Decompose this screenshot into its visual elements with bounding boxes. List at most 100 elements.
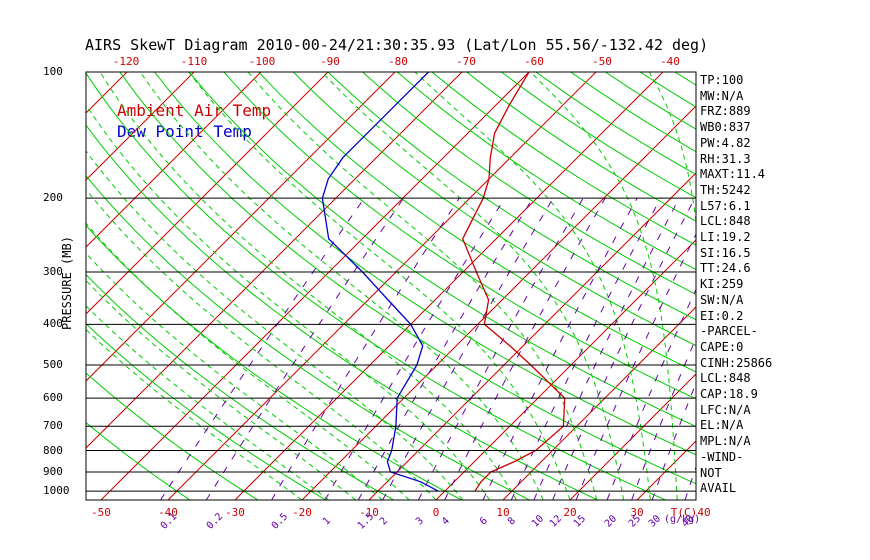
mixing-ratio-line <box>444 197 606 500</box>
pressure-tick-label: 100 <box>43 65 63 78</box>
index-item: NOT <box>700 465 722 480</box>
temp-tick-label-bottom: -40 <box>158 506 178 519</box>
pressure-tick-label: 800 <box>43 443 63 457</box>
index-item: SW:N/A <box>700 292 744 307</box>
index-item: SI:16.5 <box>700 245 751 260</box>
dry-adiabat-line <box>501 72 696 199</box>
plot-frame <box>85 71 697 501</box>
moist-adiabat-line <box>99 72 517 500</box>
mixing-ratio-line <box>482 197 638 500</box>
dry-adiabat-line <box>86 372 259 500</box>
temp-tick-label-top: -50 <box>592 55 612 68</box>
isotherm-line <box>86 72 262 248</box>
index-item: LFC:N/A <box>700 402 751 417</box>
pressure-tick-label: 700 <box>43 419 63 433</box>
mixing-ratio-line <box>651 381 696 500</box>
dry-adiabat-line <box>86 224 462 500</box>
index-item: RH:31.3 <box>700 151 751 166</box>
moist-adiabat-line <box>530 72 678 500</box>
isotherm-line <box>301 105 696 500</box>
dry-adiabat-line <box>86 124 598 500</box>
dry-adiabat-line <box>86 72 666 500</box>
dry-adiabat-line <box>431 72 696 246</box>
isotherm-line <box>167 72 597 500</box>
index-item: MW:N/A <box>700 88 744 103</box>
isotherm-line <box>86 72 463 449</box>
mixing-ratio-line <box>631 337 696 500</box>
index-item: KI:259 <box>700 277 744 292</box>
moist-adiabat-line <box>86 188 437 500</box>
index-item: EI:0.2 <box>700 308 744 323</box>
temp-tick-label-bottom: 10 <box>496 506 510 519</box>
isotherm-line <box>86 72 329 315</box>
isotherm-line <box>86 72 195 181</box>
index-item: LCL:848 <box>700 214 751 229</box>
temp-tick-label-top: -120 <box>112 55 140 68</box>
dry-adiabat-line <box>188 72 696 428</box>
temp-tick-label-bottom: -20 <box>292 506 312 519</box>
isotherm-line <box>435 239 696 500</box>
legend-air-temp: Ambient Air Temp <box>117 101 272 120</box>
dry-adiabat-line <box>639 72 696 108</box>
index-item: L57:6.1 <box>700 198 751 213</box>
index-item: CINH:25866 <box>700 355 773 370</box>
index-item: WB0:837 <box>700 120 751 135</box>
moist-adiabat-line <box>86 104 491 500</box>
moist-adiabat-line <box>414 72 651 500</box>
moist-adiabat-line <box>188 72 571 500</box>
temp-unit-label: T(C) <box>670 506 698 519</box>
isotherm-line <box>636 440 696 500</box>
moist-adiabat-line <box>86 252 383 500</box>
pressure-tick-label: 500 <box>43 357 63 371</box>
temp-tick-label-bottom: -30 <box>225 506 245 519</box>
pressure-tick-label: 600 <box>43 391 63 405</box>
dry-adiabat-line <box>292 72 696 347</box>
isotherm-line <box>502 306 696 500</box>
moist-adiabat-line <box>86 222 410 500</box>
dry-adiabat-line <box>86 422 191 500</box>
isotherm-line <box>771 72 870 500</box>
index-item: TH:5242 <box>700 182 751 197</box>
pressure-tick-label: 400 <box>43 317 63 331</box>
mixing-ratio-line <box>271 197 460 500</box>
index-item: -WIND- <box>700 449 744 464</box>
temp-tick-label-top: -60 <box>524 55 544 68</box>
moist-adiabat-line <box>86 150 464 500</box>
dry-adiabat-line <box>258 72 696 373</box>
dry-adiabat-line <box>396 72 696 271</box>
pressure-tick-label: 200 <box>43 191 63 205</box>
temp-tick-label-bottom: 30 <box>630 506 644 519</box>
index-item: TP:100 <box>700 73 744 87</box>
dry-adiabat-line <box>466 72 696 222</box>
isotherm-line <box>569 373 696 500</box>
isotherm-line <box>234 72 664 500</box>
temp-tick-label-top: -90 <box>320 55 340 68</box>
index-item: FRZ:889 <box>700 104 751 119</box>
moist-adiabat-line <box>86 279 356 500</box>
isotherm-line <box>838 72 870 500</box>
dry-adiabat-line <box>362 72 696 296</box>
isotherm-line <box>100 72 530 500</box>
mixing-ratio-line <box>205 197 404 500</box>
isotherm-line <box>86 72 128 114</box>
temp-tick-label-top: -100 <box>248 55 276 68</box>
mixing-ratio-line <box>552 197 696 500</box>
dry-adiabat-line <box>119 72 696 485</box>
isotherm-line <box>0 72 60 500</box>
temp-tick-label-top: -110 <box>180 55 208 68</box>
plot-area <box>0 72 870 500</box>
pressure-tick-label: 1000 <box>43 484 70 498</box>
temp-tick-label-bottom: -50 <box>91 506 111 519</box>
index-item: TT:24.6 <box>700 261 751 276</box>
mixing-ratio-line <box>575 233 696 500</box>
temp-tick-label-top: -40 <box>660 55 680 68</box>
page-title: AIRS SkewT Diagram 2010-00-24/21:30:35.9… <box>85 36 709 54</box>
mixing-ratio-line <box>510 197 662 500</box>
mixing-ratio-unit-label: (g/kg) <box>664 514 701 525</box>
mixing-ratio-line <box>533 197 680 500</box>
index-item: AVAIL <box>700 481 737 496</box>
dry-adiabat-line <box>744 72 870 500</box>
dry-adiabat-line <box>86 174 530 500</box>
temp-tick-label-bottom: 40 <box>697 506 711 519</box>
temp-tick-label-bottom: -10 <box>359 506 379 519</box>
